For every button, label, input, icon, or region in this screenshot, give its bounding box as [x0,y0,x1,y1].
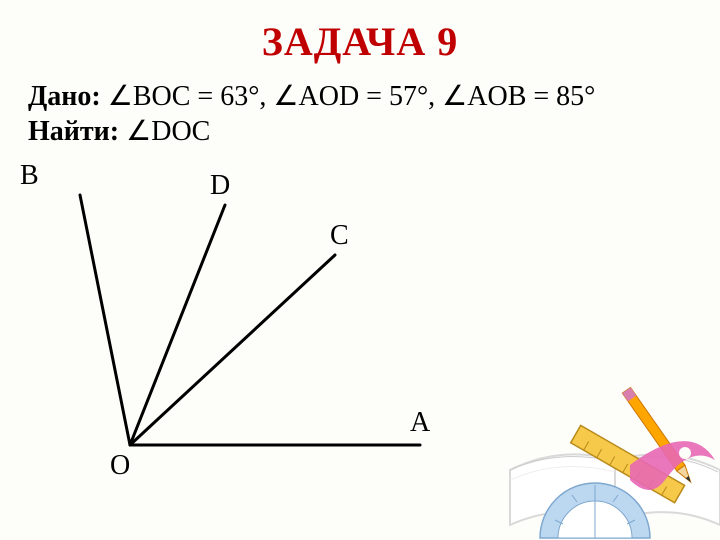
ray-OD [130,205,225,445]
rays-group [80,195,420,445]
given-prefix: Дано: [28,81,101,112]
label-A: A [410,407,430,439]
rays-svg [60,175,480,495]
decor-svg [480,350,720,540]
given-line: Дано: ∠BOC = 63°, ∠AOD = 57°, ∠AOB = 85° [28,79,720,114]
find-text: ∠DOC [119,116,210,147]
angle-diagram: O A B C D [60,175,480,495]
page-title: ЗАДАЧА 9 [0,0,720,65]
label-D: D [210,170,230,202]
given-text: ∠BOC = 63°, ∠AOD = 57°, ∠AOB = 85° [101,81,596,112]
ray-OC [130,255,335,445]
ray-OB [80,195,130,445]
find-prefix: Найти: [28,116,119,147]
label-C: C [330,220,349,252]
label-B: B [20,160,39,192]
corner-decoration [480,350,720,540]
find-line: Найти: ∠DOC [28,114,720,149]
label-O: O [110,450,130,482]
